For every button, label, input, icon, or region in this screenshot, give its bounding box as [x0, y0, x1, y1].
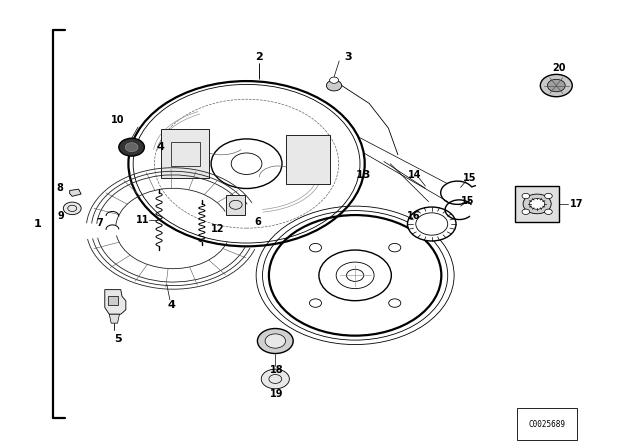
- Circle shape: [523, 194, 551, 214]
- Text: 12: 12: [211, 224, 225, 234]
- Text: 17: 17: [570, 199, 584, 209]
- Circle shape: [261, 369, 289, 389]
- Text: 19: 19: [270, 389, 284, 399]
- Circle shape: [408, 207, 456, 241]
- Polygon shape: [70, 189, 81, 196]
- Text: 11: 11: [136, 215, 149, 224]
- Circle shape: [416, 213, 448, 235]
- Text: 9: 9: [58, 211, 65, 221]
- Text: 14: 14: [408, 170, 421, 180]
- Circle shape: [257, 328, 293, 353]
- Text: 2: 2: [255, 52, 263, 61]
- Circle shape: [310, 299, 321, 307]
- Circle shape: [388, 243, 401, 252]
- Circle shape: [129, 81, 365, 246]
- Text: 10: 10: [111, 116, 124, 125]
- Polygon shape: [226, 195, 245, 215]
- Polygon shape: [515, 186, 559, 222]
- Polygon shape: [286, 135, 330, 184]
- Text: 15: 15: [463, 173, 477, 183]
- Polygon shape: [161, 129, 209, 178]
- Text: 15: 15: [461, 196, 475, 206]
- Text: 7: 7: [96, 218, 103, 228]
- Polygon shape: [109, 314, 120, 323]
- Circle shape: [545, 194, 552, 198]
- Text: C0025689: C0025689: [529, 420, 566, 429]
- Circle shape: [529, 198, 545, 209]
- Text: 16: 16: [407, 211, 420, 221]
- Polygon shape: [105, 290, 126, 314]
- Circle shape: [310, 243, 321, 252]
- Circle shape: [540, 74, 572, 97]
- Polygon shape: [108, 296, 118, 305]
- Circle shape: [522, 209, 530, 215]
- Text: 18: 18: [270, 365, 284, 375]
- Text: 4: 4: [168, 300, 176, 310]
- Text: 3: 3: [344, 52, 352, 61]
- Circle shape: [265, 334, 285, 348]
- Circle shape: [522, 194, 530, 198]
- Circle shape: [545, 209, 552, 215]
- Circle shape: [326, 80, 342, 91]
- Text: 8: 8: [56, 183, 63, 193]
- Text: 20: 20: [553, 63, 566, 73]
- Circle shape: [119, 138, 145, 156]
- Circle shape: [125, 143, 138, 152]
- Circle shape: [63, 202, 81, 215]
- Text: 13: 13: [356, 170, 371, 180]
- Circle shape: [330, 77, 339, 83]
- Text: 6: 6: [255, 217, 261, 227]
- Circle shape: [388, 299, 401, 307]
- Circle shape: [547, 79, 565, 92]
- Text: 4: 4: [156, 142, 164, 152]
- Text: 5: 5: [114, 334, 122, 344]
- Text: 1: 1: [34, 219, 42, 229]
